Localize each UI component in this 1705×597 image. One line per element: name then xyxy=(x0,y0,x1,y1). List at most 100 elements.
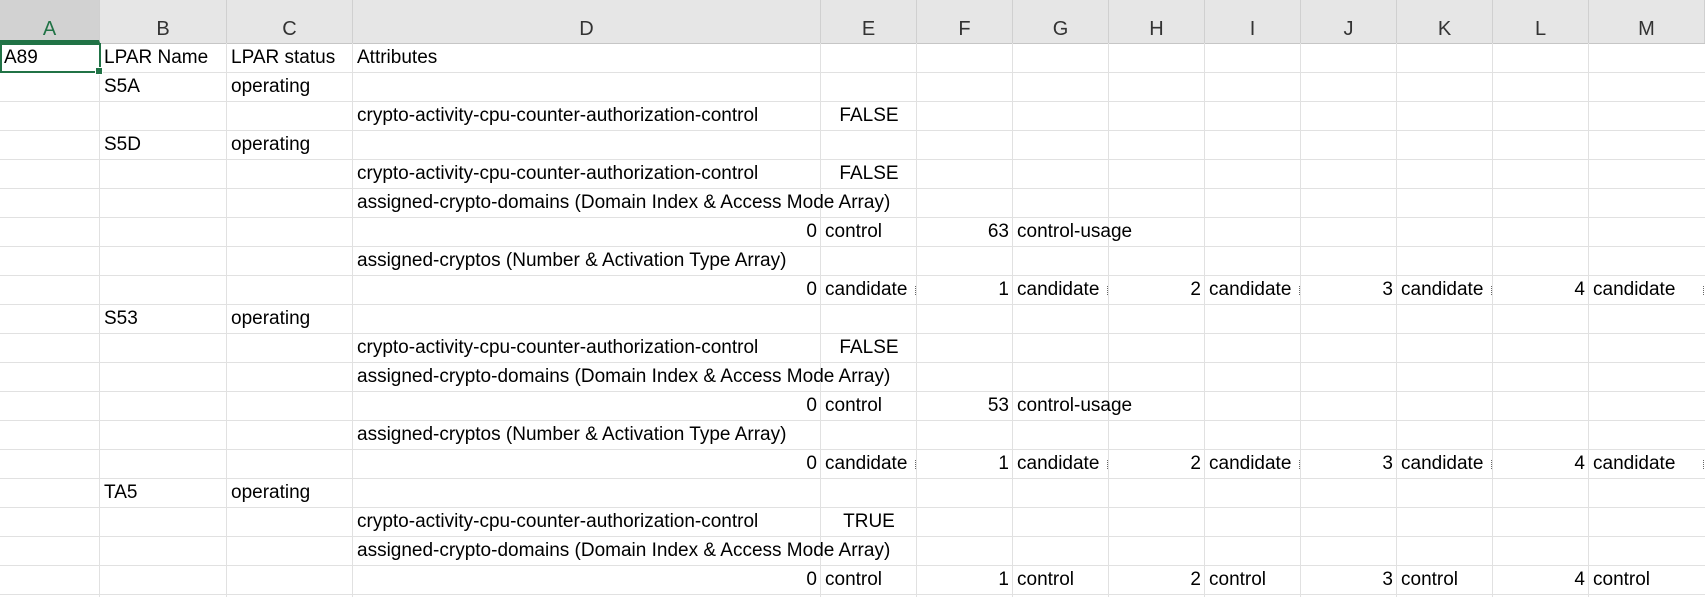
boolean-cell[interactable]: FALSE xyxy=(839,163,899,184)
number-cell[interactable]: 1 xyxy=(998,453,1009,474)
boolean-cell[interactable]: FALSE xyxy=(839,337,899,358)
column-header-g[interactable]: G xyxy=(1013,0,1109,43)
gridline xyxy=(820,43,821,597)
value-cell[interactable]: candidate xyxy=(1205,275,1301,304)
attribute-cell[interactable]: crypto-activity-cpu-counter-authorizatio… xyxy=(357,511,759,532)
column-header-i[interactable]: I xyxy=(1205,0,1301,43)
value-cell[interactable]: control xyxy=(1401,569,1459,590)
number-cell[interactable]: 0 xyxy=(806,453,817,474)
number-cell[interactable]: 2 xyxy=(1190,569,1201,590)
column-header-h[interactable]: H xyxy=(1109,0,1205,43)
attribute-cell[interactable]: assigned-crypto-domains (Domain Index & … xyxy=(357,366,891,387)
gridline xyxy=(352,43,353,597)
value-cell[interactable]: control-usage xyxy=(1017,221,1133,242)
value-cell[interactable]: candidate xyxy=(1589,275,1705,304)
gridline xyxy=(0,275,1705,276)
number-cell[interactable]: 0 xyxy=(806,221,817,242)
value-cell[interactable]: candidate xyxy=(1013,275,1109,304)
gridline xyxy=(0,478,1705,479)
attribute-cell[interactable]: crypto-activity-cpu-counter-authorizatio… xyxy=(357,105,759,126)
number-cell[interactable]: 3 xyxy=(1382,569,1393,590)
attribute-cell[interactable]: assigned-cryptos (Number & Activation Ty… xyxy=(357,250,787,271)
column-header-a[interactable]: A xyxy=(0,0,100,43)
lpar-status-cell[interactable]: operating xyxy=(231,308,311,329)
number-cell[interactable]: 0 xyxy=(806,279,817,300)
header-lpar-status[interactable]: LPAR status xyxy=(231,47,336,68)
number-cell[interactable]: 2 xyxy=(1190,279,1201,300)
gridline xyxy=(1012,43,1013,597)
column-header-j[interactable]: J xyxy=(1301,0,1397,43)
number-cell[interactable]: 4 xyxy=(1574,569,1585,590)
gridline xyxy=(0,536,1705,537)
lpar-name-cell[interactable]: S5A xyxy=(104,76,140,97)
header-attributes[interactable]: Attributes xyxy=(357,47,438,68)
number-cell[interactable]: 53 xyxy=(987,395,1009,416)
lpar-name-cell[interactable]: S5D xyxy=(104,134,141,155)
value-cell[interactable]: candidate xyxy=(1589,449,1705,478)
attribute-cell[interactable]: assigned-crypto-domains (Domain Index & … xyxy=(357,192,891,213)
value-cell[interactable]: candidate xyxy=(1397,275,1493,304)
lpar-name-cell[interactable]: S53 xyxy=(104,308,138,329)
column-header-d[interactable]: D xyxy=(353,0,821,43)
gridline xyxy=(0,130,1705,131)
number-cell[interactable]: 4 xyxy=(1574,279,1585,300)
gridline xyxy=(1108,43,1109,597)
value-cell[interactable]: candidate xyxy=(821,275,917,304)
value-cell[interactable]: candidate xyxy=(1013,449,1109,478)
gridline xyxy=(0,188,1705,189)
column-header-c[interactable]: C xyxy=(227,0,353,43)
number-cell[interactable]: 0 xyxy=(806,569,817,590)
value-cell[interactable]: control xyxy=(825,395,883,416)
gridline xyxy=(1204,43,1205,597)
fill-handle[interactable] xyxy=(95,67,103,75)
cell-a-value[interactable]: A89 xyxy=(4,47,38,68)
lpar-status-cell[interactable]: operating xyxy=(231,482,311,503)
number-cell[interactable]: 3 xyxy=(1382,279,1393,300)
column-header-l[interactable]: L xyxy=(1493,0,1589,43)
number-cell[interactable]: 3 xyxy=(1382,453,1393,474)
boolean-cell[interactable]: TRUE xyxy=(843,511,895,532)
gridline xyxy=(0,159,1705,160)
value-cell[interactable]: candidate xyxy=(821,449,917,478)
boolean-cell[interactable]: FALSE xyxy=(839,105,899,126)
gridline xyxy=(1396,43,1397,597)
gridline xyxy=(0,72,1705,73)
value-cell[interactable]: control-usage xyxy=(1017,395,1133,416)
number-cell[interactable]: 2 xyxy=(1190,453,1201,474)
column-header-m[interactable]: M xyxy=(1589,0,1705,43)
number-cell[interactable]: 0 xyxy=(806,395,817,416)
gridline xyxy=(226,43,227,597)
value-cell[interactable]: candidate xyxy=(1205,449,1301,478)
column-header-e[interactable]: E xyxy=(821,0,917,43)
gridline xyxy=(0,594,1705,595)
gridline xyxy=(916,43,917,597)
column-header-b[interactable]: B xyxy=(100,0,227,43)
gridline xyxy=(0,246,1705,247)
value-cell[interactable]: candidate xyxy=(1397,449,1493,478)
number-cell[interactable]: 63 xyxy=(987,221,1009,242)
lpar-name-cell[interactable]: TA5 xyxy=(104,482,138,503)
value-cell[interactable]: control xyxy=(825,569,883,590)
number-cell[interactable]: 1 xyxy=(998,279,1009,300)
number-cell[interactable]: 1 xyxy=(998,569,1009,590)
header-lpar-name[interactable]: LPAR Name xyxy=(104,47,209,68)
value-cell[interactable]: control xyxy=(1209,569,1267,590)
value-cell[interactable]: control xyxy=(825,221,883,242)
lpar-status-cell[interactable]: operating xyxy=(231,134,311,155)
number-cell[interactable]: 4 xyxy=(1574,453,1585,474)
gridline xyxy=(0,420,1705,421)
gridline xyxy=(99,43,100,597)
column-header-f[interactable]: F xyxy=(917,0,1013,43)
gridline xyxy=(0,304,1705,305)
value-cell[interactable]: control xyxy=(1017,569,1075,590)
gridline xyxy=(0,507,1705,508)
value-cell[interactable]: control xyxy=(1593,569,1651,590)
lpar-status-cell[interactable]: operating xyxy=(231,76,311,97)
attribute-cell[interactable]: crypto-activity-cpu-counter-authorizatio… xyxy=(357,337,759,358)
attribute-cell[interactable]: assigned-cryptos (Number & Activation Ty… xyxy=(357,424,787,445)
column-header-k[interactable]: K xyxy=(1397,0,1493,43)
attribute-cell[interactable]: crypto-activity-cpu-counter-authorizatio… xyxy=(357,163,759,184)
attribute-cell[interactable]: assigned-crypto-domains (Domain Index & … xyxy=(357,540,891,561)
gridline xyxy=(0,333,1705,334)
